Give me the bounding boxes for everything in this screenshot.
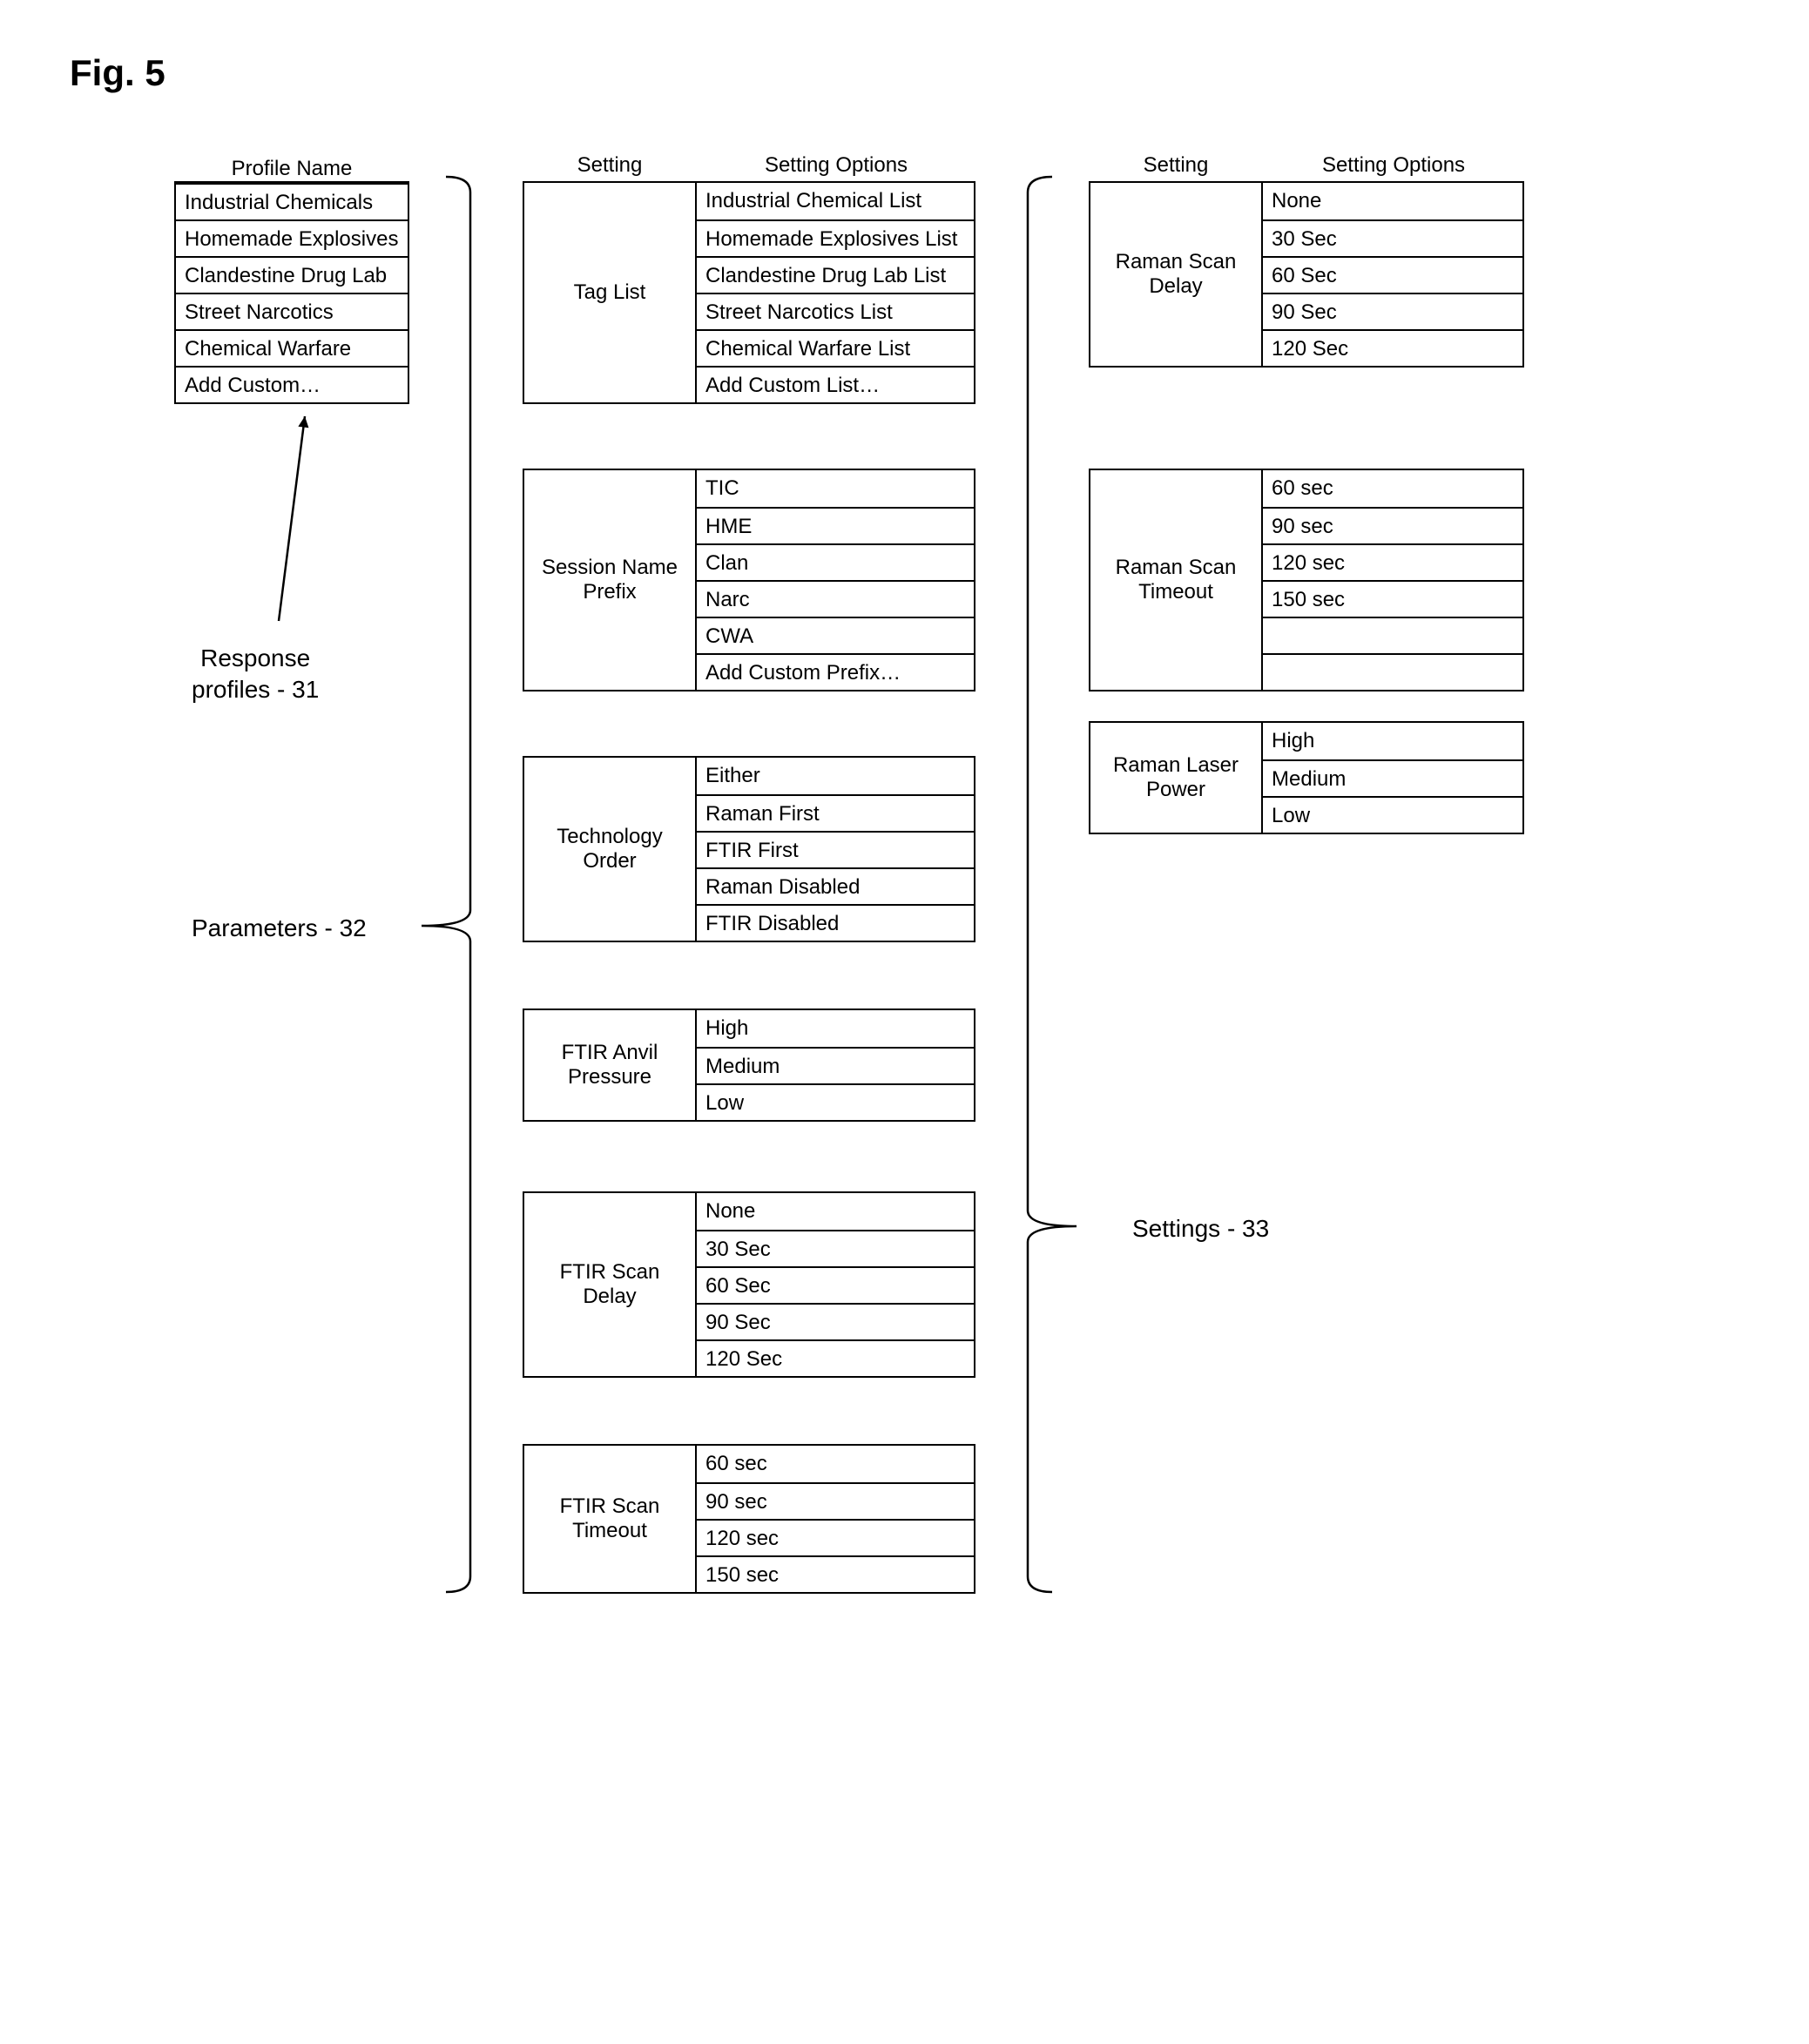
- col1-header-options: Setting Options: [697, 152, 975, 179]
- setting-block: Raman ScanTimeout60 sec90 sec120 sec150 …: [1089, 469, 1524, 691]
- setting-option-row: Either: [697, 758, 974, 794]
- setting-option-row: 150 sec: [697, 1555, 974, 1592]
- setting-label: Session NamePrefix: [523, 469, 697, 691]
- setting-option-row: 150 sec: [1263, 580, 1522, 617]
- setting-option-row: Raman First: [697, 794, 974, 831]
- setting-option-row: 90 sec: [697, 1482, 974, 1519]
- setting-option-row: 120 Sec: [1263, 329, 1522, 366]
- setting-label: Raman LaserPower: [1089, 721, 1263, 834]
- setting-options: Industrial Chemical ListHomemade Explosi…: [697, 181, 975, 404]
- diagram-canvas: Profile Name Industrial ChemicalsHomemad…: [70, 146, 1725, 1975]
- annotation-response-profiles: Responseprofiles - 31: [192, 643, 319, 706]
- setting-options: 60 sec90 sec120 sec150 sec: [1263, 469, 1524, 691]
- setting-option-row: 60 Sec: [697, 1266, 974, 1303]
- setting-options: EitherRaman FirstFTIR FirstRaman Disable…: [697, 756, 975, 942]
- profile-row: Homemade Explosives: [176, 219, 408, 256]
- profile-row: Clandestine Drug Lab: [176, 256, 408, 293]
- setting-option-row: Narc: [697, 580, 974, 617]
- setting-option-row: None: [1263, 183, 1522, 219]
- setting-option-row: Add Custom List…: [697, 366, 974, 402]
- setting-options: None30 Sec60 Sec90 Sec120 Sec: [1263, 181, 1524, 368]
- setting-label: Raman ScanTimeout: [1089, 469, 1263, 691]
- col2-header-setting: Setting: [1089, 152, 1263, 179]
- setting-block: Tag ListIndustrial Chemical ListHomemade…: [523, 181, 975, 404]
- setting-option-row: Chemical Warfare List: [697, 329, 974, 366]
- setting-options: HighMediumLow: [1263, 721, 1524, 834]
- setting-option-row: 30 Sec: [697, 1230, 974, 1266]
- setting-option-row: Clandestine Drug Lab List: [697, 256, 974, 293]
- profile-row: Add Custom…: [176, 366, 408, 402]
- annotation-settings: Settings - 33: [1132, 1213, 1269, 1245]
- setting-option-row: Street Narcotics List: [697, 293, 974, 329]
- setting-option-row: 90 Sec: [1263, 293, 1522, 329]
- setting-option-row: [1263, 617, 1522, 653]
- setting-option-row: 60 sec: [1263, 470, 1522, 507]
- setting-block: Raman LaserPowerHighMediumLow: [1089, 721, 1524, 834]
- setting-option-row: 120 sec: [697, 1519, 974, 1555]
- arrow-response-profiles: [266, 403, 318, 634]
- setting-option-row: [1263, 653, 1522, 690]
- brace-parameters: [417, 168, 475, 1601]
- setting-label: Tag List: [523, 181, 697, 404]
- setting-label: FTIR AnvilPressure: [523, 1009, 697, 1122]
- setting-option-row: 60 sec: [697, 1446, 974, 1482]
- setting-option-row: Homemade Explosives List: [697, 219, 974, 256]
- setting-option-row: 60 Sec: [1263, 256, 1522, 293]
- setting-options: 60 sec90 sec120 sec150 sec: [697, 1444, 975, 1594]
- setting-option-row: Medium: [1263, 759, 1522, 796]
- setting-option-row: Clan: [697, 543, 974, 580]
- profile-header: Profile Name: [176, 153, 408, 185]
- col1-header-setting: Setting: [523, 152, 697, 179]
- setting-block: FTIR ScanDelayNone30 Sec60 Sec90 Sec120 …: [523, 1191, 975, 1378]
- setting-block: TechnologyOrderEitherRaman FirstFTIR Fir…: [523, 756, 975, 942]
- setting-option-row: TIC: [697, 470, 974, 507]
- setting-label: TechnologyOrder: [523, 756, 697, 942]
- brace-settings: [1023, 168, 1081, 1601]
- profile-row: Street Narcotics: [176, 293, 408, 329]
- setting-option-row: 90 Sec: [697, 1303, 974, 1339]
- setting-block: FTIR ScanTimeout60 sec90 sec120 sec150 s…: [523, 1444, 975, 1594]
- setting-options: HighMediumLow: [697, 1009, 975, 1122]
- setting-options: None30 Sec60 Sec90 Sec120 Sec: [697, 1191, 975, 1378]
- setting-option-row: 120 sec: [1263, 543, 1522, 580]
- setting-option-row: High: [1263, 723, 1522, 759]
- setting-option-row: Industrial Chemical List: [697, 183, 974, 219]
- setting-label: Raman ScanDelay: [1089, 181, 1263, 368]
- setting-option-row: HME: [697, 507, 974, 543]
- setting-option-row: High: [697, 1010, 974, 1047]
- setting-option-row: FTIR Disabled: [697, 904, 974, 941]
- figure-label: Fig. 5: [70, 52, 1739, 94]
- setting-option-row: Medium: [697, 1047, 974, 1083]
- setting-option-row: Low: [1263, 796, 1522, 833]
- setting-option-row: 30 Sec: [1263, 219, 1522, 256]
- setting-option-row: Add Custom Prefix…: [697, 653, 974, 690]
- profile-name-list: Profile Name Industrial ChemicalsHomemad…: [174, 181, 409, 404]
- setting-block: Session NamePrefixTICHMEClanNarcCWAAdd C…: [523, 469, 975, 691]
- setting-option-row: CWA: [697, 617, 974, 653]
- profile-row: Chemical Warfare: [176, 329, 408, 366]
- setting-label: FTIR ScanDelay: [523, 1191, 697, 1378]
- annotation-parameters: Parameters - 32: [192, 913, 367, 944]
- profile-row: Industrial Chemicals: [176, 183, 408, 219]
- setting-option-row: Low: [697, 1083, 974, 1120]
- setting-block: Raman ScanDelayNone30 Sec60 Sec90 Sec120…: [1089, 181, 1524, 368]
- setting-option-row: FTIR First: [697, 831, 974, 867]
- setting-label: FTIR ScanTimeout: [523, 1444, 697, 1594]
- col2-header-options: Setting Options: [1263, 152, 1524, 179]
- setting-option-row: None: [697, 1193, 974, 1230]
- setting-option-row: 90 sec: [1263, 507, 1522, 543]
- setting-option-row: Raman Disabled: [697, 867, 974, 904]
- setting-options: TICHMEClanNarcCWAAdd Custom Prefix…: [697, 469, 975, 691]
- setting-option-row: 120 Sec: [697, 1339, 974, 1376]
- setting-block: FTIR AnvilPressureHighMediumLow: [523, 1009, 975, 1122]
